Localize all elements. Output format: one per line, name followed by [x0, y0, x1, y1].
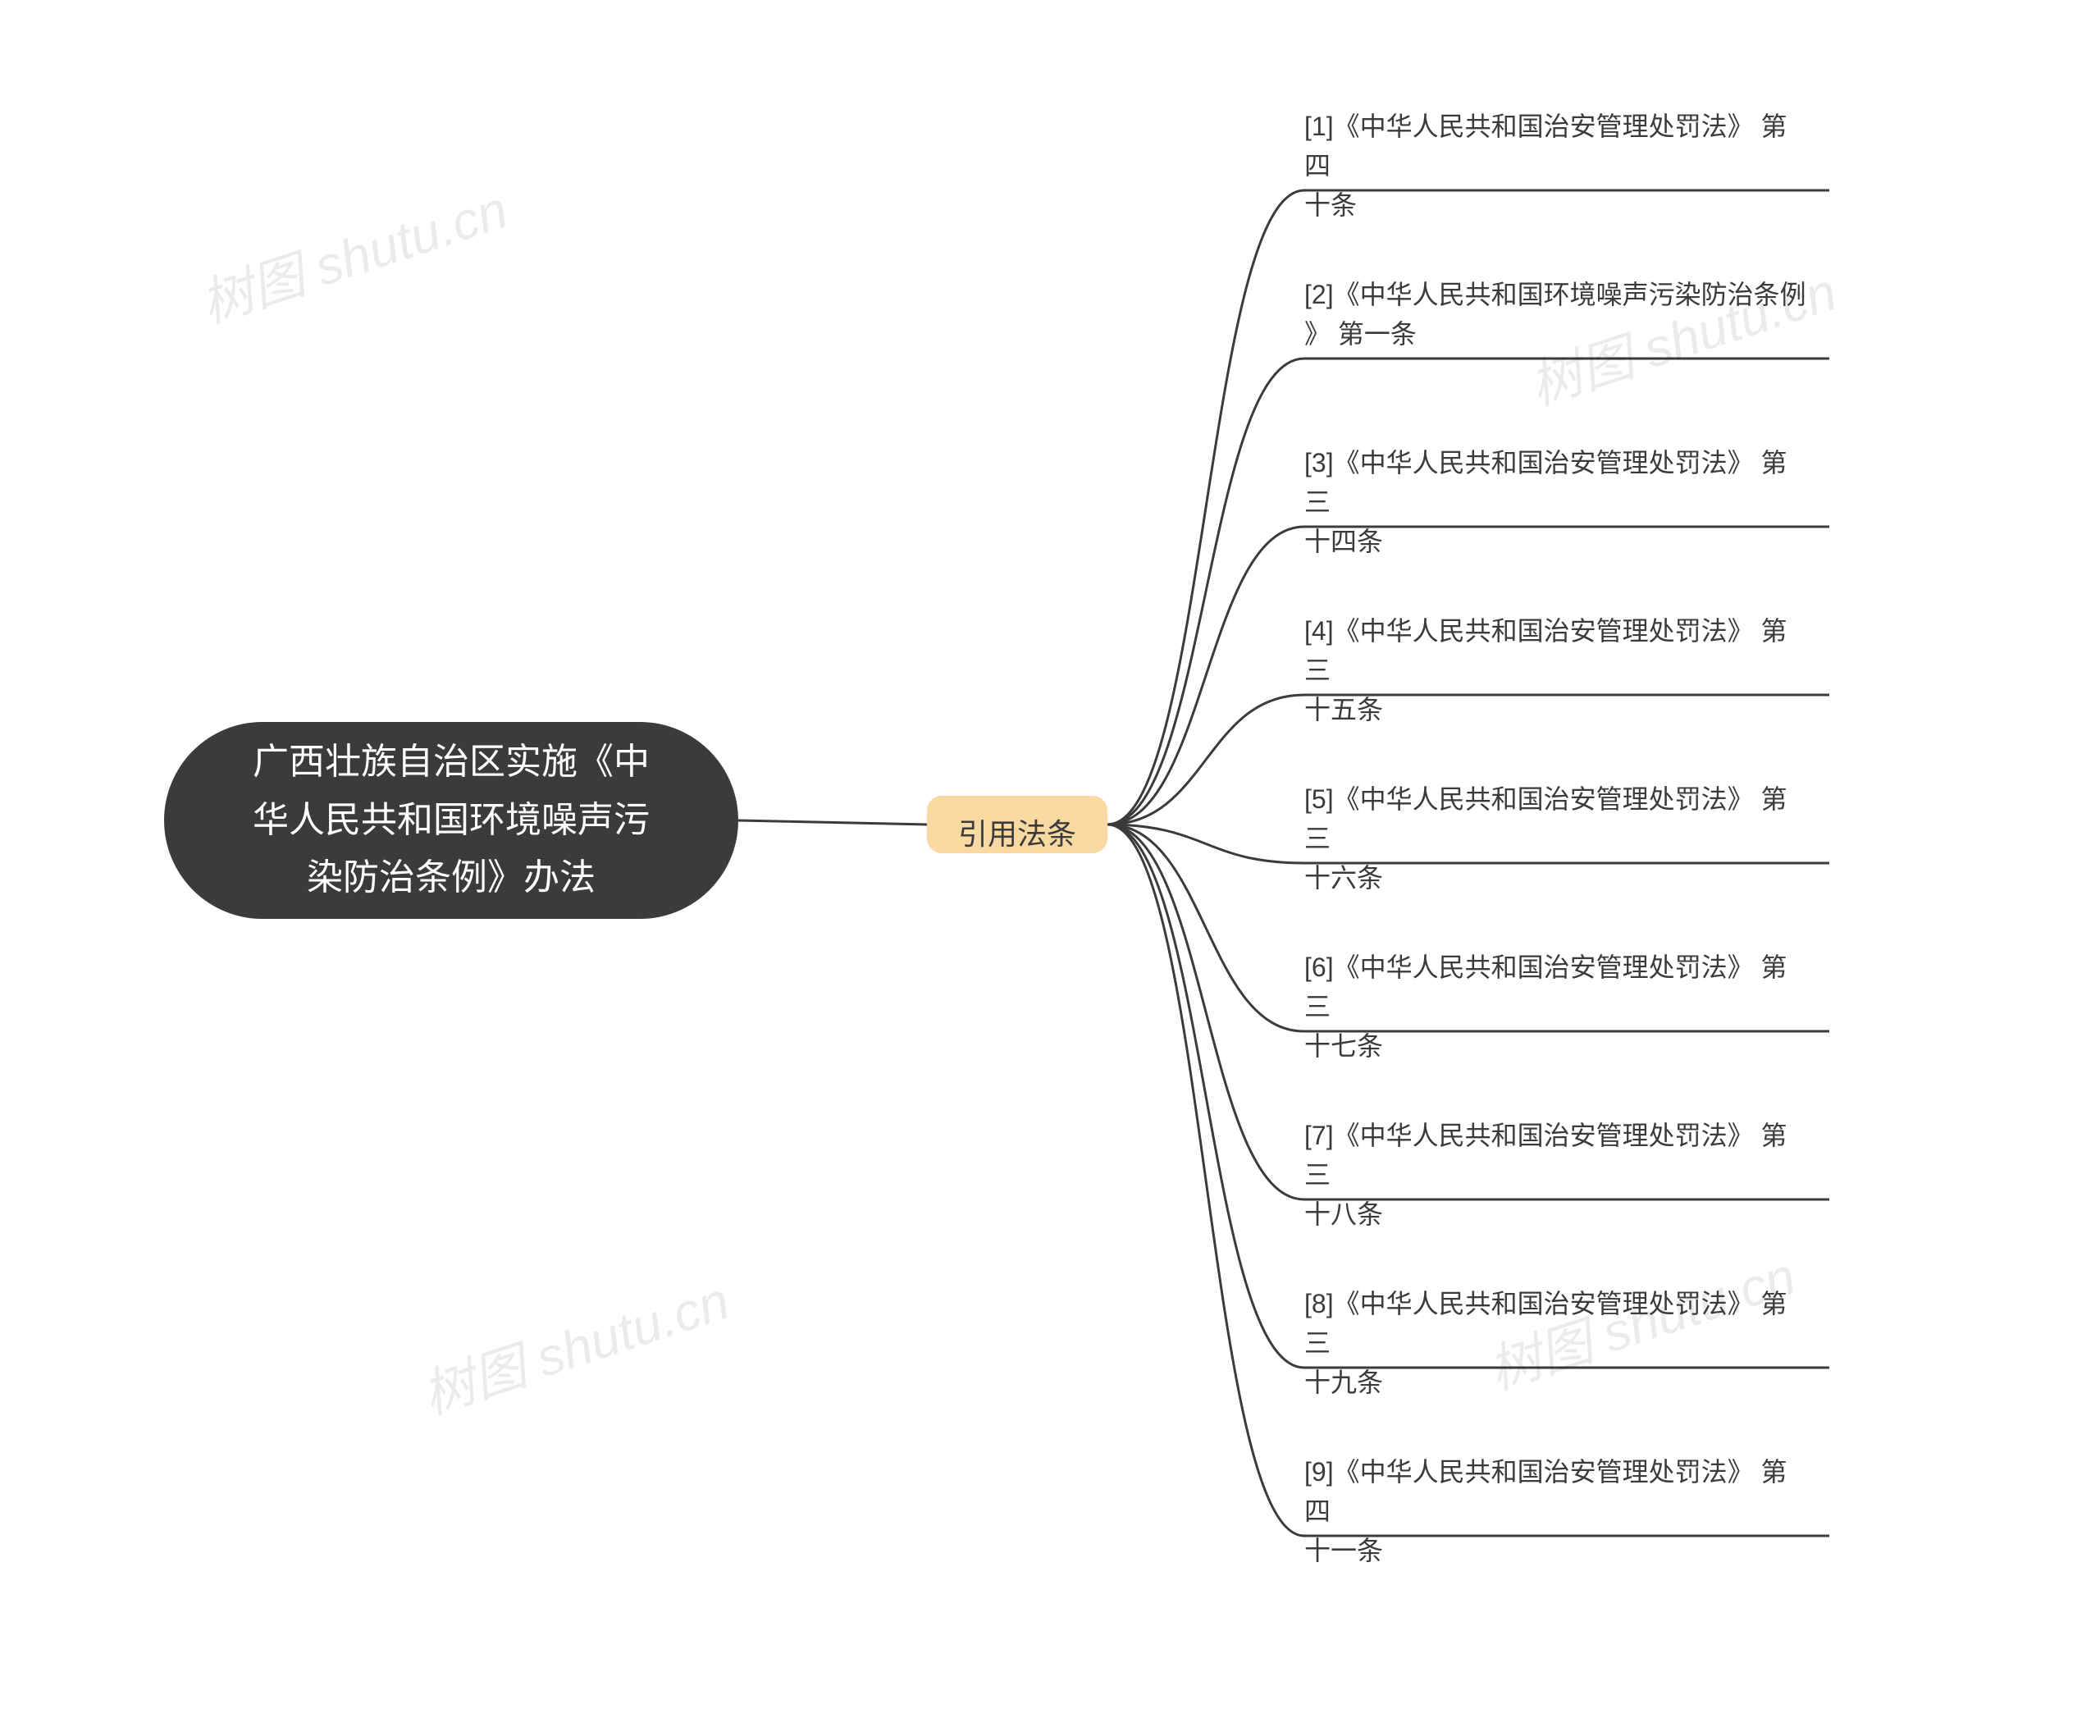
- leaf-text-line: 十八条: [1304, 1195, 1813, 1234]
- leaf-text-line: [4]《中华人民共和国治安管理处罚法》 第三: [1304, 611, 1813, 690]
- leaf-text-line: [2]《中华人民共和国环境噪声污染防治条例: [1304, 275, 1806, 314]
- leaf-text-line: 十条: [1304, 185, 1813, 225]
- root-node[interactable]: 广西壮族自治区实施《中 华人民共和国环境噪声污 染防治条例》办法: [164, 722, 738, 919]
- leaf-node[interactable]: [2]《中华人民共和国环境噪声污染防治条例 》 第一条: [1304, 275, 1806, 354]
- root-text-line: 华人民共和国环境噪声污: [253, 792, 650, 849]
- leaf-text-line: [5]《中华人民共和国治安管理处罚法》 第三: [1304, 779, 1813, 858]
- leaf-text-line: [9]《中华人民共和国治安管理处罚法》 第四: [1304, 1452, 1813, 1531]
- leaf-node[interactable]: [8]《中华人民共和国治安管理处罚法》 第三 十九条: [1304, 1284, 1813, 1402]
- leaf-text-line: 》 第一条: [1304, 314, 1806, 354]
- leaf-text-line: [6]《中华人民共和国治安管理处罚法》 第三: [1304, 948, 1813, 1026]
- leaf-text-line: [3]《中华人民共和国治安管理处罚法》 第三: [1304, 443, 1813, 522]
- mindmap-canvas: 树图 shutu.cn 树图 shutu.cn 树图 shutu.cn 树图 s…: [0, 0, 2100, 1736]
- watermark: 树图 shutu.cn: [190, 168, 516, 338]
- leaf-node[interactable]: [3]《中华人民共和国治安管理处罚法》 第三 十四条: [1304, 443, 1813, 561]
- leaf-text-line: 十四条: [1304, 522, 1813, 561]
- branch-node[interactable]: 引用法条: [927, 796, 1107, 853]
- leaf-text-line: 十一条: [1304, 1531, 1813, 1570]
- leaf-node[interactable]: [6]《中华人民共和国治安管理处罚法》 第三 十七条: [1304, 948, 1813, 1066]
- leaf-node[interactable]: [1]《中华人民共和国治安管理处罚法》 第四 十条: [1304, 107, 1813, 225]
- leaf-text-line: [7]《中华人民共和国治安管理处罚法》 第三: [1304, 1116, 1813, 1195]
- leaf-text-line: [1]《中华人民共和国治安管理处罚法》 第四: [1304, 107, 1813, 185]
- branch-label: 引用法条: [958, 817, 1076, 851]
- leaf-text-line: 十五条: [1304, 690, 1813, 729]
- root-text-line: 染防治条例》办法: [253, 849, 650, 907]
- leaf-node[interactable]: [7]《中华人民共和国治安管理处罚法》 第三 十八条: [1304, 1116, 1813, 1234]
- watermark: 树图 shutu.cn: [412, 1259, 737, 1429]
- leaf-node[interactable]: [5]《中华人民共和国治安管理处罚法》 第三 十六条: [1304, 779, 1813, 898]
- root-text-line: 广西壮族自治区实施《中: [253, 733, 650, 791]
- leaf-text-line: [8]《中华人民共和国治安管理处罚法》 第三: [1304, 1284, 1813, 1363]
- leaf-text-line: 十六条: [1304, 858, 1813, 898]
- leaf-node[interactable]: [9]《中华人民共和国治安管理处罚法》 第四 十一条: [1304, 1452, 1813, 1570]
- leaf-text-line: 十九条: [1304, 1363, 1813, 1402]
- leaf-node[interactable]: [4]《中华人民共和国治安管理处罚法》 第三 十五条: [1304, 611, 1813, 729]
- leaf-text-line: 十七条: [1304, 1026, 1813, 1066]
